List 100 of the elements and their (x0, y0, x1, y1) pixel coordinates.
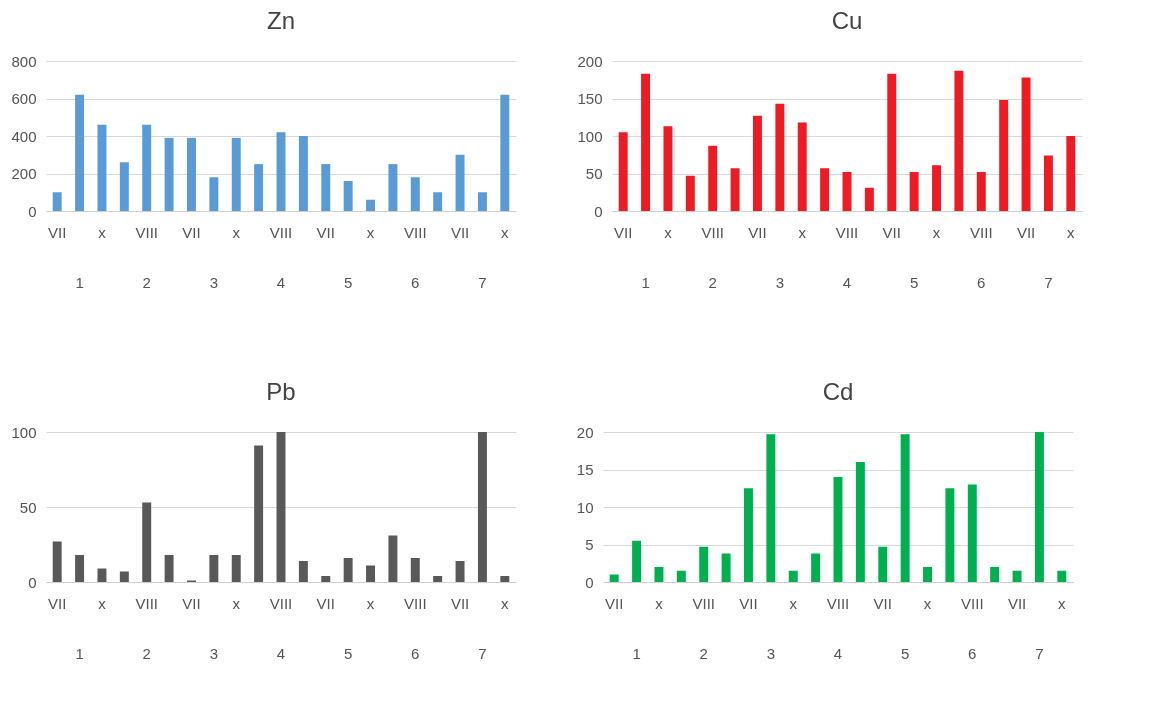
bar (477, 432, 487, 582)
y-tick-label: 0 (585, 573, 594, 591)
text: 6 (968, 645, 977, 662)
y-tick-label: 600 (11, 90, 37, 107)
bar (276, 132, 286, 211)
x-tick-label: x (923, 594, 932, 612)
x-tick-label: VIII (135, 223, 158, 241)
text: 5 (343, 645, 353, 662)
x-tick-label: x (232, 594, 241, 612)
x-tick-label: x (98, 594, 107, 612)
bar (1057, 570, 1067, 582)
bar (52, 541, 62, 582)
bar (187, 137, 196, 211)
x-tick-label: VII (882, 223, 901, 241)
bar (231, 137, 241, 211)
bar (855, 462, 865, 582)
x-tick-label: x (366, 223, 375, 241)
chart-title: Zn (266, 7, 296, 34)
bar (1021, 77, 1031, 211)
bar (887, 73, 897, 211)
x-tick-label: VII (182, 594, 201, 612)
text: 3 (209, 645, 219, 662)
bar (632, 540, 642, 582)
text: 5 (343, 274, 353, 291)
bar (663, 126, 673, 211)
x-tick-label: VIII (692, 594, 715, 612)
bar (775, 103, 785, 211)
x-tick-label: VII (1016, 223, 1036, 241)
bar (685, 175, 695, 211)
bar (142, 124, 152, 211)
x-tick-label: VIII (826, 594, 850, 612)
bar (909, 172, 919, 211)
bar (343, 558, 353, 582)
x-tick-label: VIII (835, 223, 859, 241)
x-tick-label: VII (450, 223, 470, 241)
bar (164, 555, 174, 582)
y-tick-label: 200 (11, 165, 37, 182)
bar (744, 488, 753, 582)
chart-title: Cu (831, 7, 863, 34)
bar (343, 181, 353, 211)
bar (500, 94, 510, 211)
bar (52, 192, 62, 211)
bar (976, 172, 986, 211)
bar (433, 576, 443, 582)
x-tick-label: x (366, 594, 375, 612)
bar (209, 555, 219, 582)
text: 1 (641, 274, 650, 291)
x-tick-label: VII (48, 594, 67, 612)
bar (321, 164, 331, 211)
text: 7 (1044, 274, 1053, 291)
chart-title: Pb (266, 378, 296, 405)
text: 5 (900, 645, 910, 662)
bar (811, 553, 821, 582)
bar (97, 124, 107, 211)
x-tick-label: x (232, 223, 241, 241)
bar (609, 574, 619, 582)
bar (142, 502, 152, 582)
x-tick-label: VII (605, 594, 624, 612)
text: 3 (775, 274, 785, 291)
bar (923, 567, 932, 582)
bar (797, 122, 807, 211)
bar (119, 571, 129, 582)
bar (753, 115, 762, 211)
x-tick-label: VII (48, 223, 67, 241)
text: 1 (75, 274, 84, 291)
text: 2 (708, 274, 717, 291)
bar (97, 568, 107, 582)
bar (1034, 432, 1044, 582)
text: 7 (478, 274, 487, 291)
bar (164, 137, 174, 211)
x-tick-label: x (664, 223, 673, 241)
x-tick-label: VII (873, 594, 892, 612)
x-tick-label: VIII (404, 594, 427, 612)
bar (321, 576, 331, 582)
text: 2 (699, 645, 708, 662)
text: 3 (766, 645, 776, 662)
bar (788, 570, 798, 582)
bar (1012, 570, 1022, 582)
text: 3 (209, 274, 219, 291)
bar (954, 70, 964, 211)
bar (298, 561, 308, 582)
bar (298, 136, 308, 211)
x-tick-label: VIII (970, 223, 993, 241)
chart-title: Cd (822, 378, 854, 405)
bar (75, 555, 85, 582)
text: 7 (478, 645, 487, 662)
bar (766, 434, 776, 582)
x-tick-label: VII (182, 223, 201, 241)
text: 6 (977, 274, 986, 291)
bar (388, 164, 398, 211)
bar (500, 576, 510, 582)
y-tick-label: 800 (11, 52, 37, 70)
x-tick-label: x (98, 223, 107, 241)
bar (254, 164, 264, 211)
y-tick-label: 50 (585, 165, 603, 182)
text: 6 (411, 274, 420, 291)
x-tick-label: x (501, 594, 510, 612)
x-tick-label: VII (316, 223, 335, 241)
bar (1043, 155, 1053, 211)
bar (699, 546, 709, 582)
